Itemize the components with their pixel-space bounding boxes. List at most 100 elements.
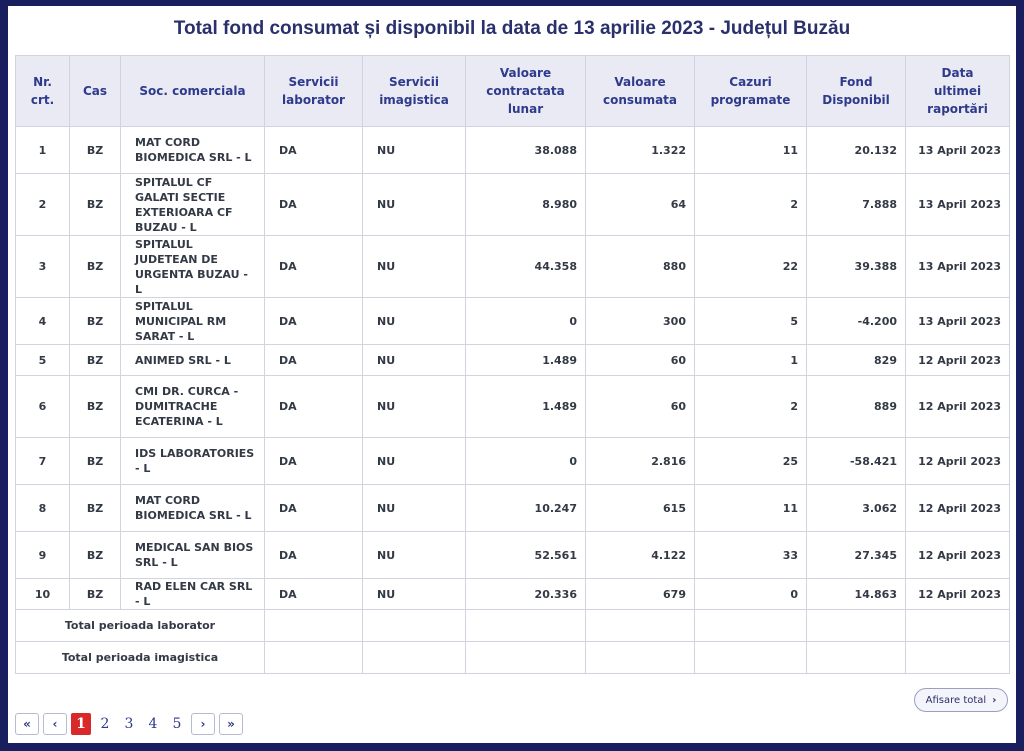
cell-valoare-consumata: 60	[585, 344, 695, 376]
total-cell	[806, 641, 906, 674]
cell-servicii-imagistica: NU	[362, 235, 466, 298]
cell-valoare-consumata: 880	[585, 235, 695, 298]
cell-valoare-contractata: 44.358	[465, 235, 586, 298]
cell-fond-disponibil: 889	[806, 375, 906, 438]
cell-valoare-consumata: 300	[585, 297, 695, 345]
prev-page-button[interactable]: ‹	[43, 713, 67, 735]
cell-valoare-consumata: 1.322	[585, 126, 695, 174]
cell-data-raportari: 12 April 2023	[905, 375, 1010, 438]
cell-soc-comerciala: MEDICAL SAN BIOS SRL - L	[120, 531, 265, 579]
cell-nr: 10	[15, 578, 70, 610]
cell-fond-disponibil: 39.388	[806, 235, 906, 298]
total-cell	[585, 609, 695, 642]
cell-soc-comerciala: MAT CORD BIOMEDICA SRL - L	[120, 484, 265, 532]
cell-cazuri-programate: 33	[694, 531, 807, 579]
cell-cazuri-programate: 1	[694, 344, 807, 376]
cell-fond-disponibil: -58.421	[806, 437, 906, 485]
cell-cas: BZ	[69, 126, 121, 174]
page-1-button[interactable]: 1	[71, 713, 91, 735]
total-cell	[465, 641, 586, 674]
cell-cas: BZ	[69, 437, 121, 485]
cell-servicii-laborator: DA	[264, 173, 363, 236]
cell-fond-disponibil: 3.062	[806, 484, 906, 532]
first-page-button[interactable]: «	[15, 713, 39, 735]
cell-data-raportari: 12 April 2023	[905, 531, 1010, 579]
cell-servicii-imagistica: NU	[362, 344, 466, 376]
cell-nr: 6	[15, 375, 70, 438]
table-row: 7 BZ IDS LABORATORIES - L DA NU 0 2.816 25 -58.4…	[15, 437, 1010, 485]
cell-cazuri-programate: 25	[694, 437, 807, 485]
page-3-button[interactable]: 3	[124, 716, 134, 732]
cell-soc-comerciala: SPITALUL MUNICIPAL RM SARAT - L	[120, 297, 265, 345]
cell-soc-comerciala: IDS LABORATORIES - L	[120, 437, 265, 485]
table-header-row: Nr. crt. Cas Soc. comerciala Servicii laborat…	[15, 55, 1010, 127]
header-valoare-contractata: Valoare contractata lunar	[465, 55, 586, 127]
cell-nr: 7	[15, 437, 70, 485]
cell-cas: BZ	[69, 578, 121, 610]
cell-servicii-imagistica: NU	[362, 578, 466, 610]
cell-servicii-imagistica: NU	[362, 484, 466, 532]
total-cell	[465, 609, 586, 642]
cell-data-raportari: 12 April 2023	[905, 437, 1010, 485]
fund-table: Nr. crt. Cas Soc. comerciala Servicii laborat…	[15, 55, 1010, 674]
cell-servicii-imagistica: NU	[362, 437, 466, 485]
cell-fond-disponibil: 7.888	[806, 173, 906, 236]
cell-servicii-laborator: DA	[264, 375, 363, 438]
cell-servicii-laborator: DA	[264, 437, 363, 485]
total-row: Total perioada imagistica	[15, 641, 1010, 674]
total-cell	[264, 609, 363, 642]
cell-data-raportari: 13 April 2023	[905, 297, 1010, 345]
cell-servicii-imagistica: NU	[362, 126, 466, 174]
next-page-button[interactable]: ›	[191, 713, 215, 735]
cell-soc-comerciala: SPITALUL CF GALATI SECTIE EXTERIOARA CF …	[120, 173, 265, 236]
cell-cas: BZ	[69, 344, 121, 376]
cell-nr: 8	[15, 484, 70, 532]
total-cell	[264, 641, 363, 674]
cell-soc-comerciala: MAT CORD BIOMEDICA SRL - L	[120, 126, 265, 174]
cell-cas: BZ	[69, 235, 121, 298]
show-all-label: Afisare total	[925, 694, 987, 706]
cell-cas: BZ	[69, 531, 121, 579]
total-cell	[905, 641, 1010, 674]
page-5-button[interactable]: 5	[172, 716, 182, 732]
last-page-button[interactable]: »	[219, 713, 243, 735]
cell-soc-comerciala: SPITALUL JUDETEAN DE URGENTA BUZAU - L	[120, 235, 265, 298]
total-cell	[362, 609, 466, 642]
total-cell	[362, 641, 466, 674]
cell-servicii-laborator: DA	[264, 235, 363, 298]
header-fond-disponibil: Fond Disponibil	[806, 55, 906, 127]
cell-valoare-contractata: 52.561	[465, 531, 586, 579]
table-row: 5 BZ ANIMED SRL - L DA NU 1.489 60 1 829 12 April…	[15, 344, 1010, 376]
cell-servicii-laborator: DA	[264, 484, 363, 532]
table-row: 9 BZ MEDICAL SAN BIOS SRL - L DA NU 52.561 4.1…	[15, 531, 1010, 579]
page-2-button[interactable]: 2	[100, 716, 110, 732]
cell-nr: 3	[15, 235, 70, 298]
cell-valoare-contractata: 1.489	[465, 375, 586, 438]
cell-valoare-consumata: 2.816	[585, 437, 695, 485]
total-cell	[694, 641, 807, 674]
cell-cazuri-programate: 22	[694, 235, 807, 298]
cell-data-raportari: 13 April 2023	[905, 235, 1010, 298]
show-all-button[interactable]: Afisare total ›	[914, 688, 1008, 712]
cell-valoare-contractata: 10.247	[465, 484, 586, 532]
cell-fond-disponibil: -4.200	[806, 297, 906, 345]
total-cell	[694, 609, 807, 642]
header-servicii-imagistica: Servicii imagistica	[362, 55, 466, 127]
cell-soc-comerciala: ANIMED SRL - L	[120, 344, 265, 376]
total-row: Total perioada laborator	[15, 609, 1010, 642]
page-4-button[interactable]: 4	[148, 716, 158, 732]
header-servicii-laborator: Servicii laborator	[264, 55, 363, 127]
cell-valoare-consumata: 64	[585, 173, 695, 236]
table-row: 1 BZ MAT CORD BIOMEDICA SRL - L DA NU 38.088 1…	[15, 126, 1010, 174]
header-nr-crt: Nr. crt.	[15, 55, 70, 127]
cell-servicii-laborator: DA	[264, 531, 363, 579]
cell-valoare-contractata: 0	[465, 297, 586, 345]
header-valoare-consumata: Valoare consumata	[585, 55, 695, 127]
cell-data-raportari: 13 April 2023	[905, 126, 1010, 174]
cell-fond-disponibil: 20.132	[806, 126, 906, 174]
cell-servicii-laborator: DA	[264, 578, 363, 610]
table-row: 3 BZ SPITALUL JUDETEAN DE URGENTA BUZAU - …	[15, 235, 1010, 298]
cell-data-raportari: 12 April 2023	[905, 344, 1010, 376]
total-label: Total perioada laborator	[15, 609, 265, 642]
cell-cazuri-programate: 5	[694, 297, 807, 345]
